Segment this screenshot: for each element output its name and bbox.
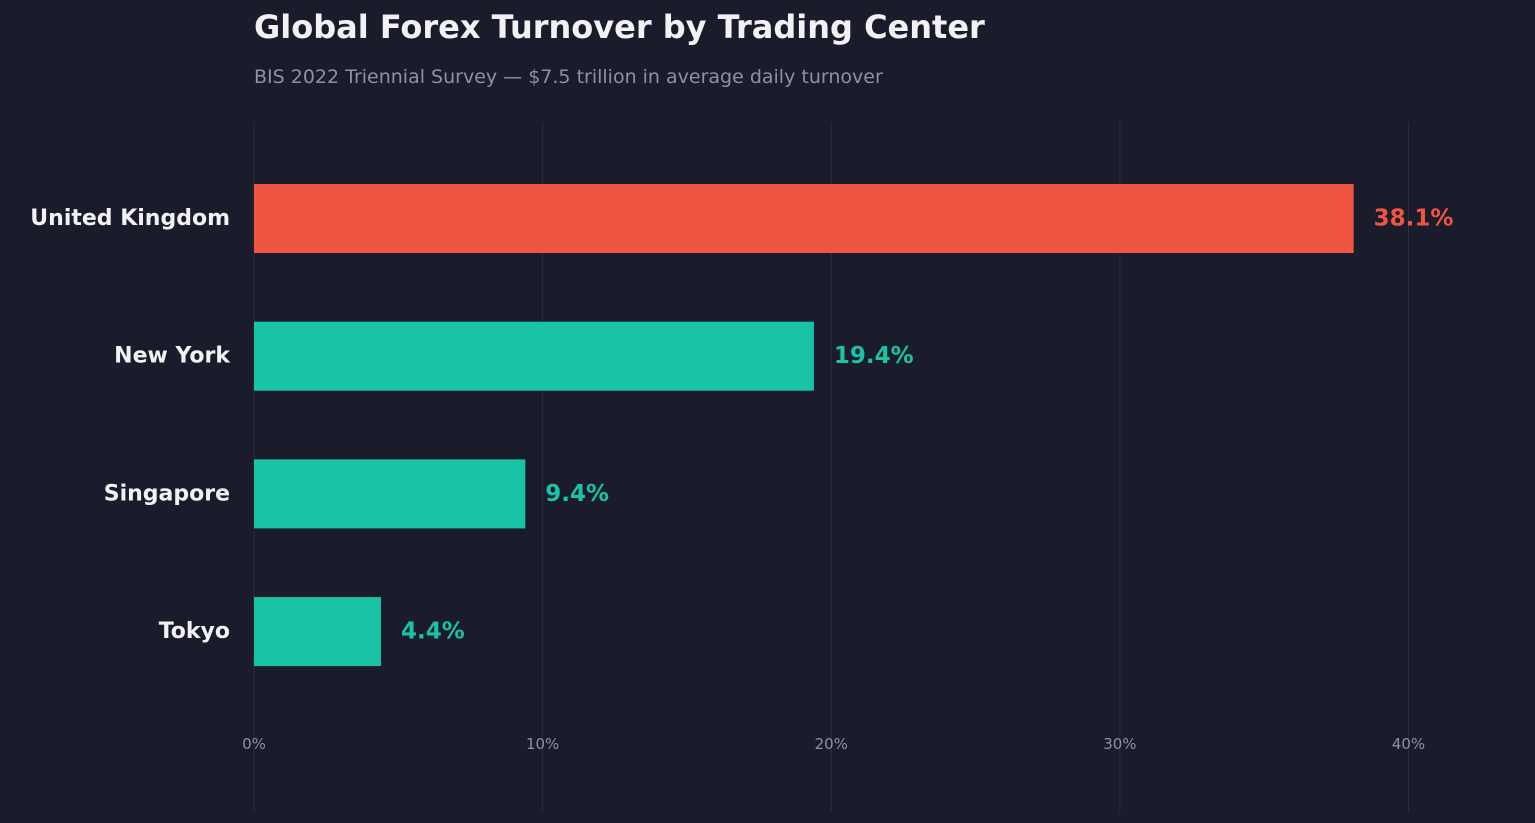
bar	[254, 321, 814, 391]
bar	[254, 597, 381, 667]
value-labels: 38.1% 19.4% 9.4% 4.4%	[401, 206, 1453, 645]
category-labels: United Kingdom New York Singapore Tokyo	[30, 206, 231, 644]
value-label: 4.4%	[401, 619, 465, 645]
bar	[254, 184, 1354, 253]
x-axis-ticks: 0% 10% 20% 30% 40%	[242, 735, 1425, 753]
value-label: 19.4%	[834, 343, 914, 369]
x-tick-label: 10%	[526, 735, 559, 753]
value-label: 38.1%	[1374, 206, 1454, 232]
value-label: 9.4%	[545, 481, 609, 507]
category-label: Singapore	[104, 481, 230, 506]
x-tick-label: 30%	[1103, 735, 1136, 753]
x-tick-label: 40%	[1392, 735, 1425, 753]
category-label: New York	[114, 344, 231, 369]
bars	[254, 184, 1354, 667]
chart-subtitle: BIS 2022 Triennial Survey — $7.5 trillio…	[254, 66, 883, 88]
bar	[254, 459, 526, 529]
category-label: United Kingdom	[30, 206, 230, 231]
category-label: Tokyo	[159, 619, 230, 644]
x-tick-label: 20%	[815, 735, 848, 753]
x-tick-label: 0%	[242, 735, 266, 753]
chart-title: Global Forex Turnover by Trading Center	[254, 8, 985, 46]
